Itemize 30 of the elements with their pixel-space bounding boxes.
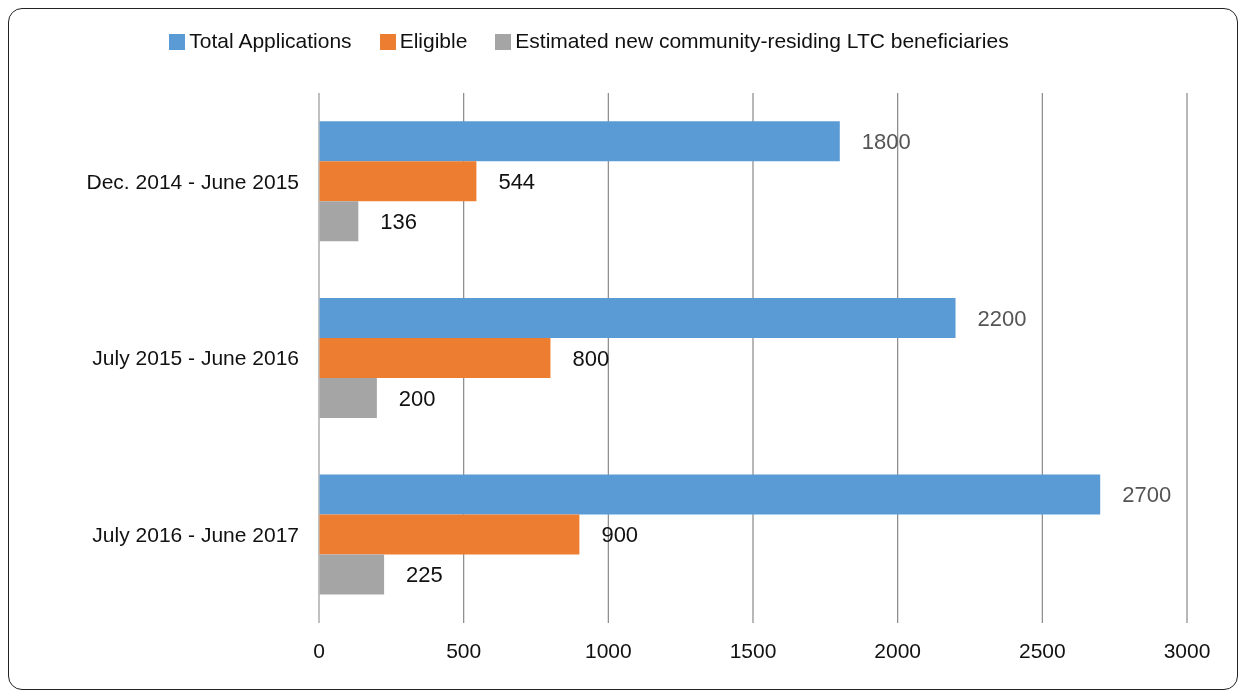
x-tick-label: 3000: [1163, 638, 1211, 662]
y-tick-label: July 2015 - June 2016: [92, 346, 299, 370]
x-tick-label: 2500: [1018, 638, 1066, 662]
y-tick-label: Dec. 2014 - June 2015: [86, 169, 299, 193]
legend-label: Total Applications: [189, 29, 352, 52]
bar: [319, 337, 551, 378]
bar: [319, 121, 840, 162]
x-tick-label: 1000: [584, 638, 632, 662]
bar: [319, 377, 377, 418]
data-label: 800: [572, 345, 610, 371]
data-label: 900: [601, 522, 639, 548]
bar: [319, 474, 1101, 515]
data-label: 2700: [1122, 482, 1172, 508]
x-tick-label: 0: [313, 638, 325, 662]
x-tick-label: 1500: [729, 638, 777, 662]
bar: [319, 161, 477, 202]
legend-label: Eligible: [399, 29, 468, 52]
y-tick-label: July 2016 - June 2017: [92, 523, 299, 547]
data-label: 2200: [977, 305, 1027, 331]
bar: [319, 201, 359, 242]
x-tick-label: 2000: [874, 638, 922, 662]
data-label: 136: [380, 209, 418, 235]
bar: [319, 514, 580, 555]
bar: [319, 297, 956, 338]
legend-label: Estimated new community-residing LTC beneficiaries: [515, 29, 1009, 52]
x-tick-label: 500: [446, 638, 482, 662]
bar: [319, 554, 385, 595]
data-label: 200: [398, 385, 436, 411]
data-label: 225: [406, 562, 443, 588]
data-label: 544: [498, 169, 536, 195]
